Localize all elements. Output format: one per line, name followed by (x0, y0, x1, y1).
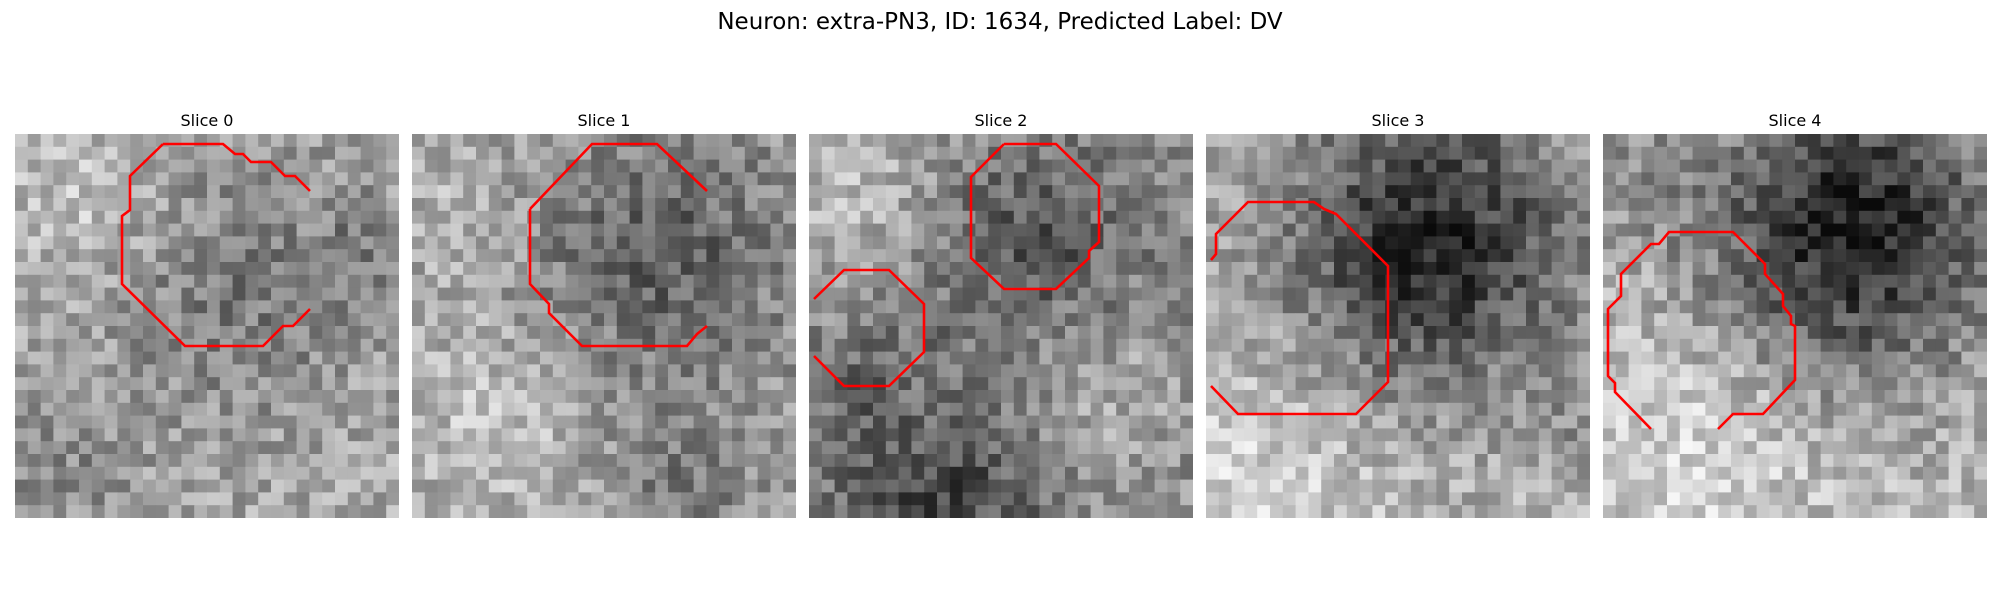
slice-title-4: Slice 4 (1768, 111, 1822, 130)
slice-image-4 (1603, 134, 1987, 518)
slice-panel-0: Slice 0 (15, 108, 399, 518)
contour-1-1 (528, 209, 708, 348)
pixel-grid-2 (809, 134, 1193, 518)
contour-3-0 (1210, 200, 1390, 416)
slice-title-2: Slice 2 (974, 111, 1028, 130)
figure-title: Neuron: extra-PN3, ID: 1634, Predicted L… (717, 9, 1283, 35)
slice-image-2 (809, 134, 1193, 518)
slice-image-0 (15, 134, 399, 518)
contour-0-0 (163, 142, 311, 192)
slice-image-1 (412, 134, 796, 518)
pixel-grid-4 (1603, 134, 1987, 518)
slice-title-0: Slice 0 (180, 111, 234, 130)
slice-title-3: Slice 3 (1371, 111, 1425, 130)
contour-1-0 (529, 142, 708, 210)
slice-panel-2: Slice 2 (809, 108, 1193, 518)
slice-panel-3: Slice 3 (1206, 108, 1590, 518)
pixel-grid-1 (412, 134, 796, 518)
slice-title-1: Slice 1 (577, 111, 631, 130)
slice-image-3 (1206, 134, 1590, 518)
contour-2-1 (813, 268, 926, 388)
contour-0-1 (120, 143, 311, 348)
contour-4-0 (1606, 230, 1797, 430)
pixel-grid-3 (1206, 134, 1590, 518)
pixel-grid-0 (15, 134, 399, 518)
slice-panel-4: Slice 4 (1603, 108, 1987, 518)
contour-2-0 (969, 142, 1101, 291)
slice-panel-1: Slice 1 (412, 108, 796, 518)
